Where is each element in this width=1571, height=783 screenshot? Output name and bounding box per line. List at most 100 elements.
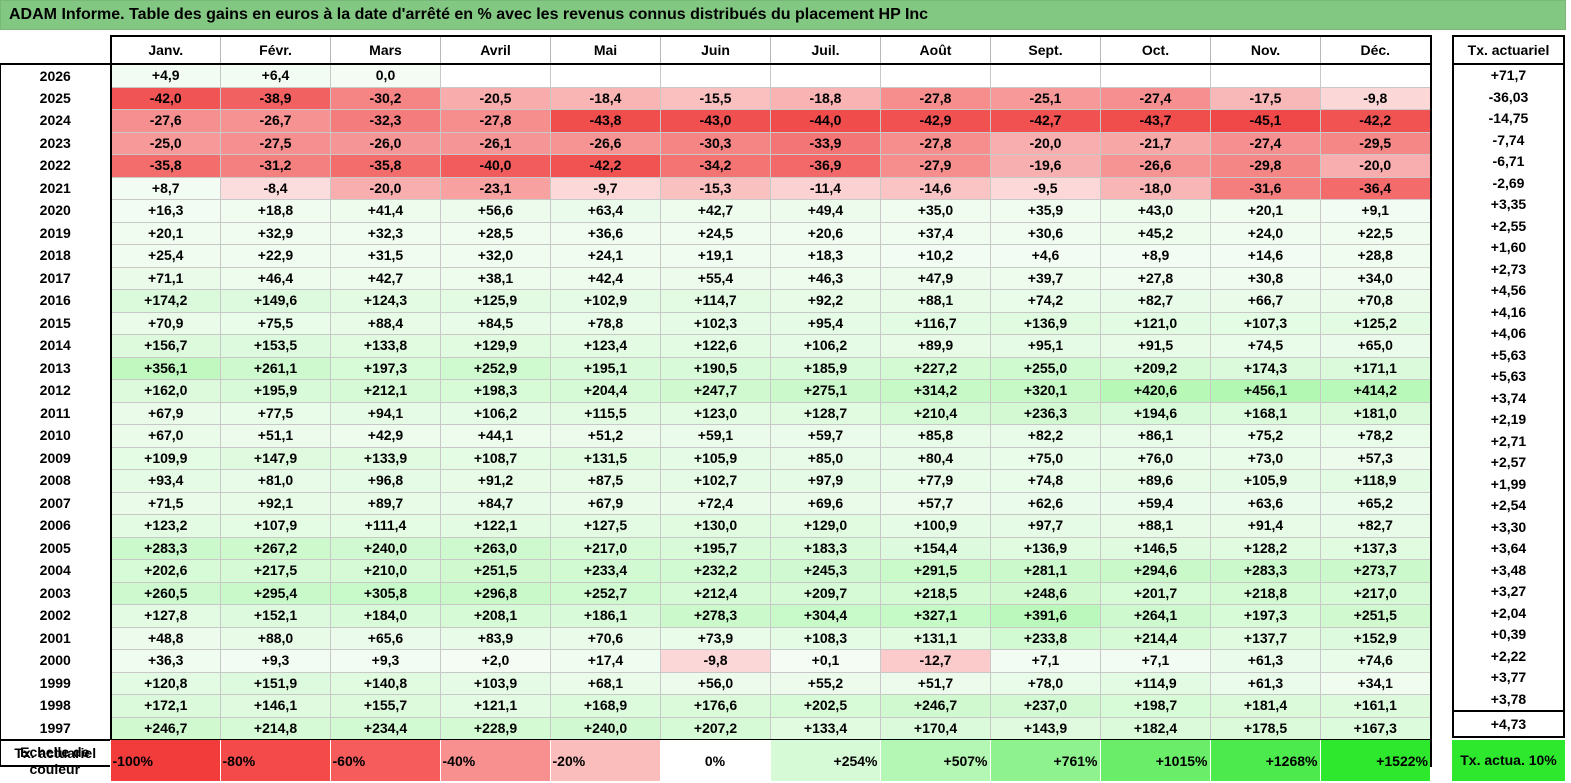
gain-cell: +92,2	[770, 289, 881, 313]
gain-cell: +32,3	[330, 222, 441, 245]
gain-cell: +82,7	[1320, 514, 1432, 538]
actuarial-rate-column: Tx. actuariel +71,7 -36,03 -14,75 -7,74 -6,7…	[1452, 35, 1565, 738]
gain-cell: +391,6	[990, 604, 1101, 628]
gain-cell: +236,3	[990, 402, 1101, 425]
month-header: Avril	[440, 35, 551, 65]
gain-cell: +420,6	[1100, 379, 1211, 403]
gain-cell: +85,0	[770, 447, 881, 470]
gain-cell: +109,9	[110, 447, 221, 470]
gain-cell: +42,7	[330, 267, 441, 290]
gain-cell: +86,1	[1100, 424, 1211, 448]
gain-cell: -26,1	[440, 132, 551, 155]
gain-cell: +120,8	[110, 672, 221, 695]
gain-cell: +77,5	[220, 402, 331, 425]
actuarial-rate-cell: +3,78	[1452, 688, 1565, 712]
table-row: 1999 +120,8 +151,9 +140,8 +103,9 +68,1 +56,0 +5…	[0, 672, 1432, 695]
gain-cell: +234,4	[330, 717, 441, 741]
gain-cell: +36,3	[110, 649, 221, 673]
gain-cell: +70,9	[110, 312, 221, 335]
gain-cell: +155,7	[330, 694, 441, 718]
gain-cell: +42,9	[330, 424, 441, 448]
year-label: 1998	[0, 694, 112, 717]
gain-cell: -34,2	[660, 154, 771, 178]
table-row: 2014 +156,7 +153,5 +133,8 +129,9 +123,4 +122,6…	[0, 334, 1432, 358]
gain-cell: +14,6	[1210, 244, 1321, 268]
gain-cell: +245,3	[770, 559, 881, 583]
gain-cell: +75,0	[990, 447, 1101, 470]
gain-cell: +63,6	[1210, 492, 1321, 515]
color-scale-row: Echelle de couleur -100% -80% -60% -40% -20%…	[0, 740, 1430, 781]
gain-cell: +61,3	[1210, 672, 1321, 695]
report-title: ADAM Informe. Table des gains en euros à…	[0, 0, 1566, 30]
gain-cell: -42,2	[1320, 109, 1432, 133]
gain-cell: +10,2	[880, 244, 991, 268]
gain-cell: -18,0	[1100, 177, 1211, 200]
gain-cell: -35,8	[330, 154, 441, 178]
gain-cell: +204,4	[550, 379, 661, 403]
gain-cell: +146,5	[1100, 537, 1211, 560]
gain-cell: +181,4	[1210, 694, 1321, 718]
gain-cell	[440, 63, 551, 88]
gain-cell: -38,9	[220, 87, 331, 110]
gain-cell: +102,9	[550, 289, 661, 313]
year-label: 2007	[0, 492, 112, 515]
gain-cell: -29,5	[1320, 132, 1432, 155]
color-scale-swatch: -60%	[329, 740, 440, 781]
gain-cell: +214,4	[1100, 627, 1211, 650]
gain-cell: +70,6	[550, 627, 661, 650]
gain-cell: +185,9	[770, 357, 881, 380]
gain-cell: +89,6	[1100, 469, 1211, 493]
gain-cell: -19,6	[990, 154, 1101, 178]
gain-cell: +9,3	[220, 649, 331, 673]
gain-cell: +178,5	[1210, 717, 1321, 741]
gain-cell: +195,1	[550, 357, 661, 380]
gain-cell	[1100, 63, 1211, 88]
gain-cell: +305,8	[330, 582, 441, 605]
gain-cell: +122,1	[440, 514, 551, 538]
gain-cell: +121,0	[1100, 312, 1211, 335]
gain-cell: +263,0	[440, 537, 551, 560]
gain-cell: -9,8	[660, 649, 771, 673]
actuarial-rate-cell: +3,27	[1452, 581, 1565, 603]
gain-cell: -20,0	[330, 177, 441, 200]
gain-cell: -36,4	[1320, 177, 1432, 200]
gain-cell: +102,7	[660, 469, 771, 493]
gain-cell: +97,9	[770, 469, 881, 493]
year-label: 2025	[0, 87, 112, 110]
gain-cell: +146,1	[220, 694, 331, 718]
gain-cell: +227,2	[880, 357, 991, 380]
gain-cell: +174,3	[1210, 357, 1321, 380]
table-row: 2022 -35,8 -31,2 -35,8 -40,0 -42,2 -34,2 -36,9-…	[0, 154, 1432, 178]
month-header: Juil.	[770, 35, 881, 65]
gain-cell: +105,9	[660, 447, 771, 470]
gain-cell: -31,2	[220, 154, 331, 178]
gain-cell: +74,2	[990, 289, 1101, 313]
gain-cell: +57,3	[1320, 447, 1432, 470]
summary-actuarial-rate: +4,73	[1452, 711, 1565, 738]
gain-cell: +73,9	[660, 627, 771, 650]
gain-cell: -43,0	[660, 109, 771, 133]
gain-cell: +107,9	[220, 514, 331, 538]
gain-cell: +260,5	[110, 582, 221, 605]
gain-cell: -15,3	[660, 177, 771, 200]
gain-cell: +71,5	[110, 492, 221, 515]
gain-cell: +183,3	[770, 537, 881, 560]
gain-cell: +152,1	[220, 604, 331, 628]
gain-cell: +78,2	[1320, 424, 1432, 448]
gain-cell: +233,8	[990, 627, 1101, 650]
gain-cell: -27,6	[110, 109, 221, 133]
gain-cell: +76,0	[1100, 447, 1211, 470]
actuarial-rate-cell: +2,19	[1452, 409, 1565, 431]
table-row: 2024 -27,6 -26,7 -32,3 -27,8 -43,8 -43,0 -44,0-…	[0, 109, 1432, 133]
gain-cell: -40,0	[440, 154, 551, 178]
year-label: 2017	[0, 267, 112, 290]
gain-cell: +212,4	[660, 582, 771, 605]
gain-cell: +137,7	[1210, 627, 1321, 650]
gain-cell: +304,4	[770, 604, 881, 628]
gain-cell	[660, 63, 771, 88]
gain-cell: +217,5	[220, 559, 331, 583]
gain-cell: +59,1	[660, 424, 771, 448]
gain-cell: -9,7	[550, 177, 661, 200]
gain-cell: +100,9	[880, 514, 991, 538]
gain-cell: -45,1	[1210, 109, 1321, 133]
